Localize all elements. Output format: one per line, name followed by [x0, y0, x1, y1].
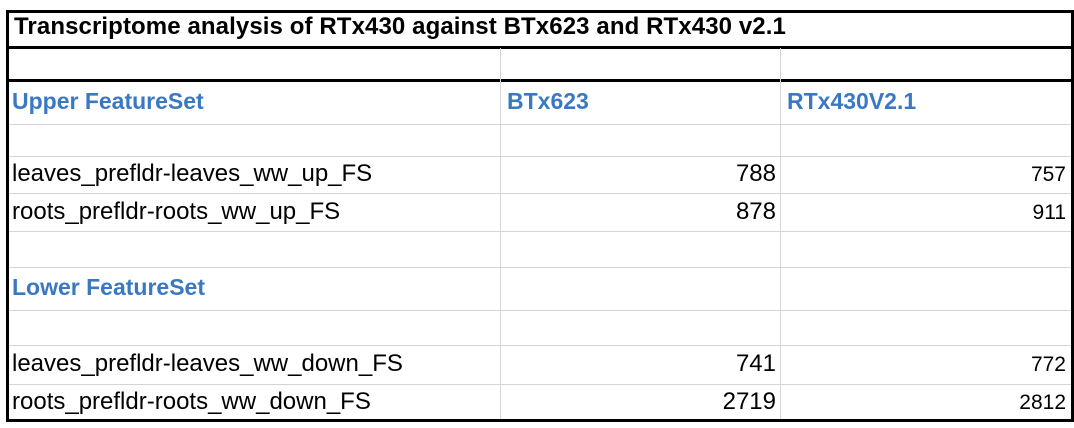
- gridline: [6, 156, 1074, 157]
- header-feature-set[interactable]: Upper FeatureSet: [12, 88, 204, 114]
- row-btx623-value[interactable]: 2719: [722, 388, 776, 415]
- title-row[interactable]: Transcriptome analysis of RTx430 against…: [6, 10, 1074, 48]
- title-section-divider: [6, 79, 1074, 82]
- gridline: [780, 48, 781, 420]
- row-btx623-value[interactable]: 878: [735, 198, 776, 225]
- gridline: [6, 231, 1074, 232]
- gridline: [6, 267, 1074, 268]
- row-rtx430-value[interactable]: 772: [1030, 353, 1066, 376]
- row-rtx430-value[interactable]: 757: [1030, 163, 1066, 186]
- row-rtx430-value[interactable]: 911: [1032, 201, 1066, 224]
- gridline: [6, 193, 1074, 194]
- gridline: [6, 124, 1074, 125]
- header-rtx430[interactable]: RTx430V2.1: [787, 88, 917, 114]
- row-btx623-value[interactable]: 788: [735, 160, 776, 187]
- gridline: [6, 310, 1074, 311]
- gridline: [500, 48, 501, 420]
- row-name[interactable]: leaves_prefldr-leaves_ww_down_FS: [12, 350, 403, 377]
- row-name[interactable]: roots_prefldr-roots_ww_up_FS: [12, 198, 341, 225]
- row-name[interactable]: leaves_prefldr-leaves_ww_up_FS: [12, 160, 373, 187]
- row-btx623-value[interactable]: 741: [735, 350, 776, 377]
- row-rtx430-value[interactable]: 2812: [1019, 391, 1066, 414]
- title-underline: [6, 46, 1074, 49]
- gridline: [6, 384, 1074, 385]
- header-btx623[interactable]: BTx623: [507, 88, 589, 114]
- page-title: Transcriptome analysis of RTx430 against…: [14, 13, 786, 40]
- gridline: [6, 345, 1074, 346]
- row-name[interactable]: roots_prefldr-roots_ww_down_FS: [12, 388, 371, 415]
- table-border: [6, 10, 1074, 422]
- header-lower-feature-set[interactable]: Lower FeatureSet: [12, 274, 205, 300]
